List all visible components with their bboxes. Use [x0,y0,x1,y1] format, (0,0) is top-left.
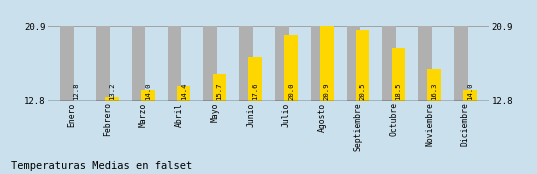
Bar [141,90,155,101]
Text: 20.5: 20.5 [360,82,366,100]
Text: 14.0: 14.0 [145,82,151,100]
Bar [356,30,369,101]
Text: 20.9: 20.9 [324,82,330,100]
Text: 17.6: 17.6 [252,82,258,100]
Text: Temperaturas Medias en falset: Temperaturas Medias en falset [11,161,192,171]
Bar [284,35,298,101]
Bar [204,26,217,101]
Bar [105,97,119,101]
Bar [168,26,181,101]
Bar [454,26,468,101]
Bar [311,26,324,101]
Text: 14.0: 14.0 [467,82,473,100]
Bar [132,26,146,101]
Text: 12.8: 12.8 [73,82,79,100]
Bar [346,26,360,101]
Bar [418,26,432,101]
Bar [96,26,110,101]
Text: 16.3: 16.3 [431,82,437,100]
Text: 18.5: 18.5 [395,82,402,100]
Bar [177,86,191,101]
Bar [249,57,262,101]
Bar [320,26,333,101]
Bar [275,26,288,101]
Bar [463,90,477,101]
Bar [427,69,441,101]
Bar [239,26,253,101]
Text: 14.4: 14.4 [180,82,187,100]
Bar [382,26,396,101]
Text: 13.2: 13.2 [109,82,115,100]
Text: 15.7: 15.7 [216,82,222,100]
Bar [60,26,74,101]
Bar [213,74,226,101]
Bar [391,49,405,101]
Text: 20.0: 20.0 [288,82,294,100]
